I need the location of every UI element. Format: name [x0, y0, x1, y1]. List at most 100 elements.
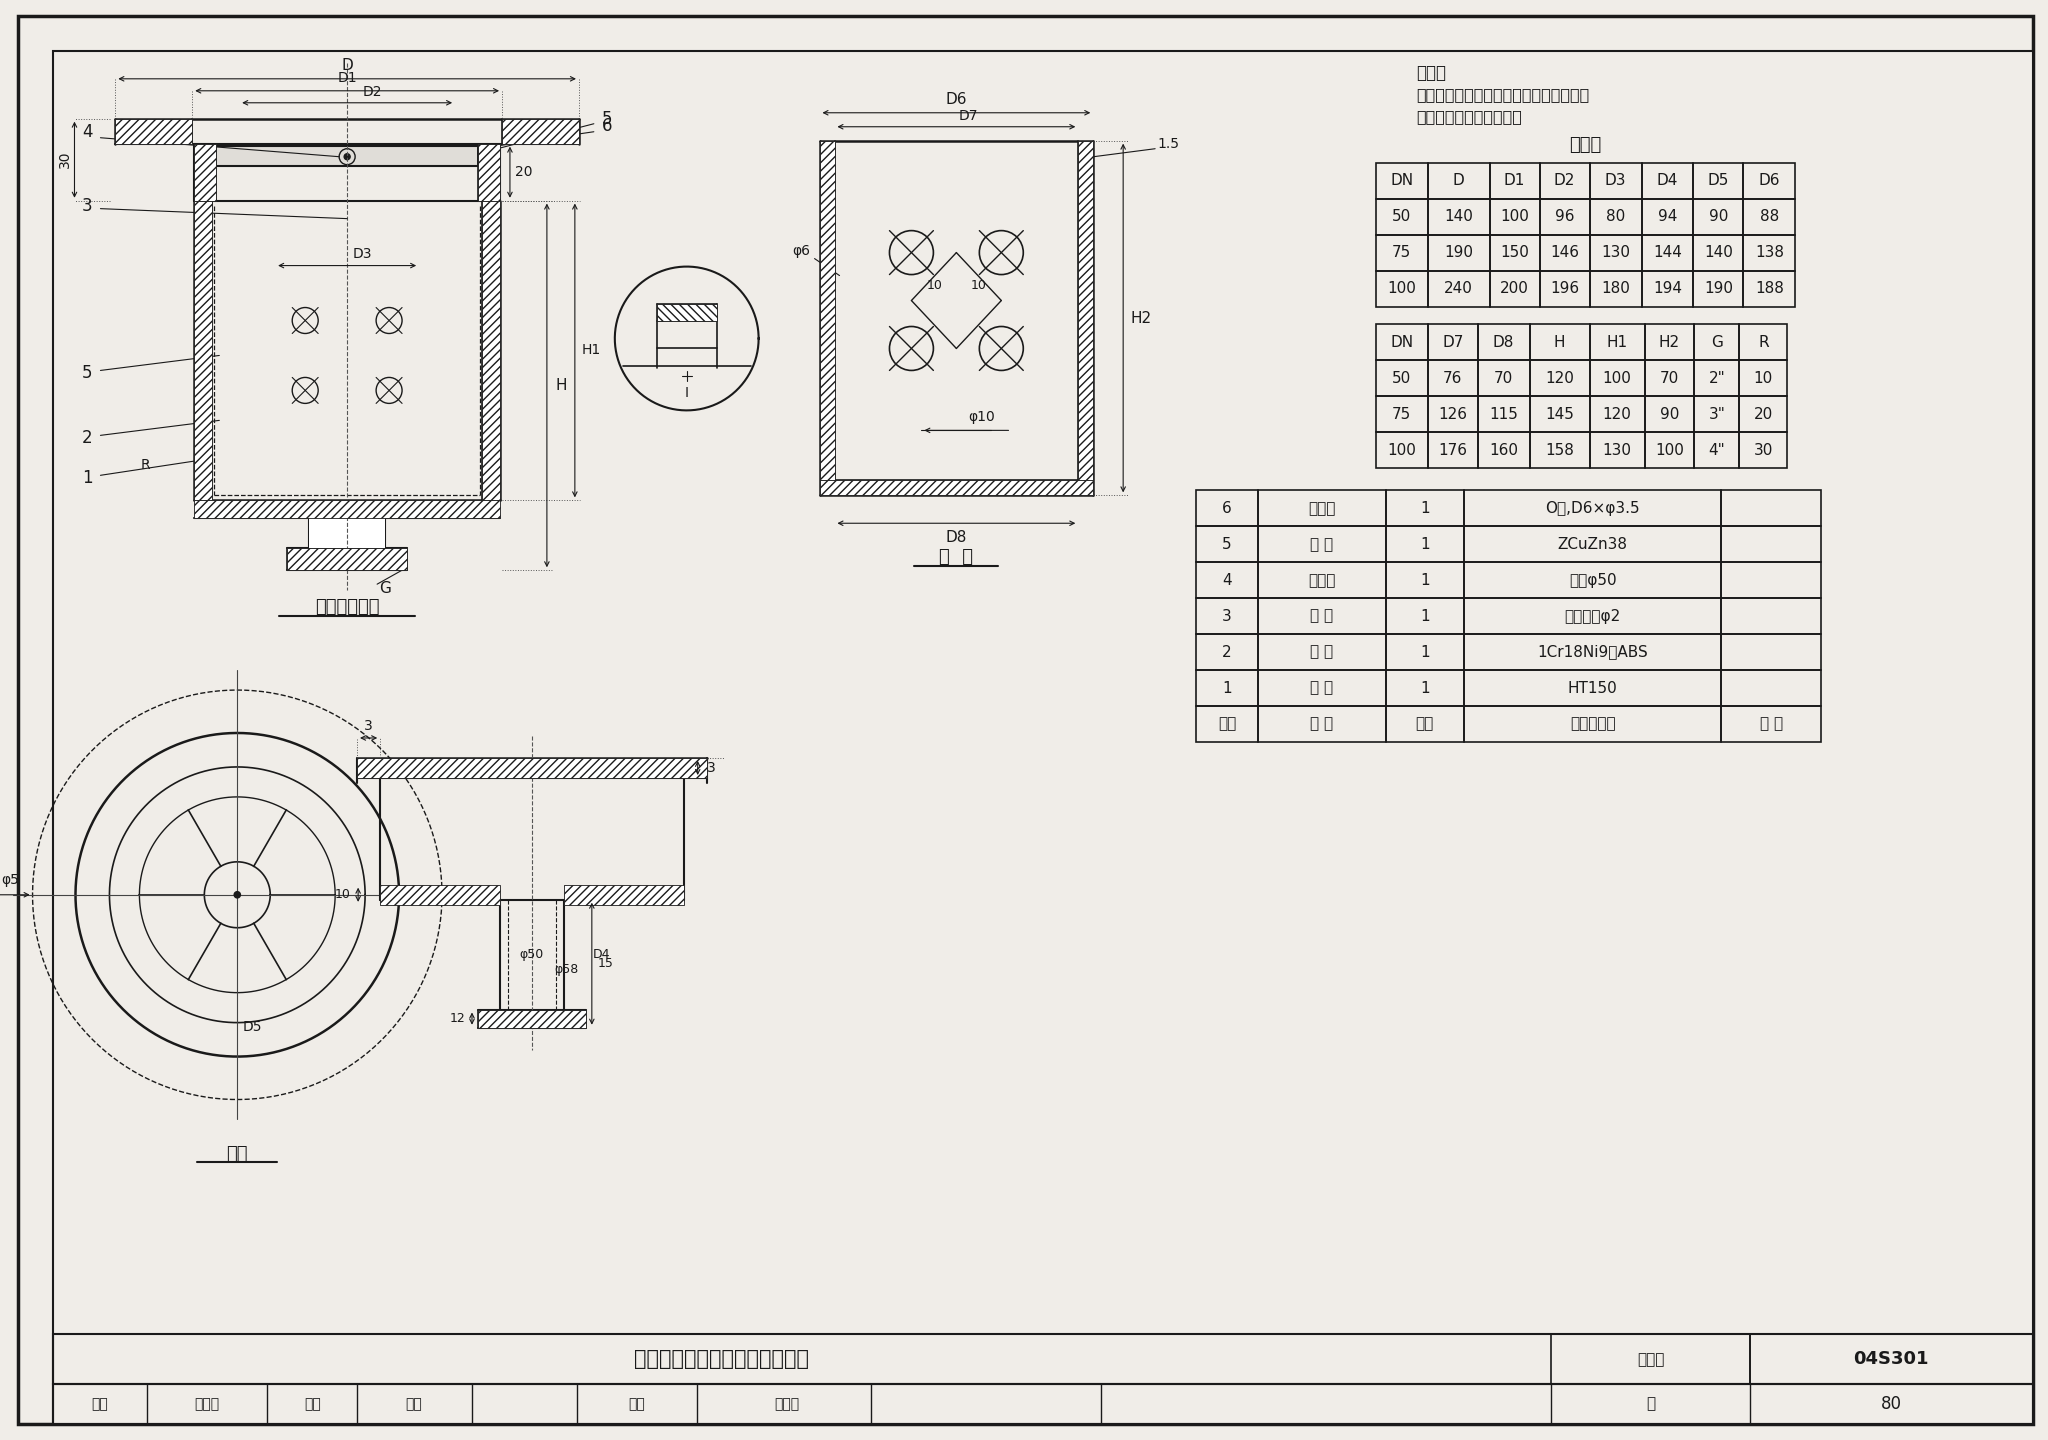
Text: 80: 80: [1880, 1395, 1903, 1413]
Text: 数量: 数量: [1415, 717, 1434, 732]
Text: 2": 2": [1708, 372, 1724, 386]
Bar: [1376, 271, 1427, 307]
Bar: [1642, 199, 1694, 235]
Text: 15: 15: [598, 958, 614, 971]
Bar: [1694, 199, 1743, 235]
Bar: [1427, 324, 1479, 360]
Bar: [1464, 634, 1722, 670]
Bar: [1694, 396, 1739, 432]
Text: H: H: [1554, 336, 1565, 350]
Text: 100: 100: [1501, 209, 1530, 225]
Text: 1: 1: [1419, 645, 1430, 660]
Bar: [1694, 163, 1743, 199]
Bar: [1196, 526, 1257, 562]
Text: 名 称: 名 称: [1311, 717, 1333, 732]
Text: 司提供的技术资料编制。: 司提供的技术资料编制。: [1415, 109, 1522, 124]
Bar: [1386, 526, 1464, 562]
Text: ZCuZn38: ZCuZn38: [1559, 537, 1628, 552]
Bar: [1739, 360, 1788, 396]
Text: 5: 5: [82, 364, 92, 383]
Text: 3: 3: [82, 197, 92, 215]
Bar: [1489, 271, 1540, 307]
Bar: [1743, 235, 1796, 271]
Bar: [1479, 324, 1530, 360]
Bar: [1540, 271, 1589, 307]
Text: 2: 2: [82, 429, 92, 448]
Text: 李云贺: 李云贺: [774, 1397, 799, 1411]
Text: H1: H1: [1606, 336, 1628, 350]
Text: D1: D1: [1503, 173, 1526, 189]
Polygon shape: [115, 118, 193, 144]
Text: 120: 120: [1604, 408, 1632, 422]
Bar: [1479, 396, 1530, 432]
Bar: [1386, 490, 1464, 526]
Bar: [53, 1335, 2034, 1384]
Bar: [1427, 235, 1489, 271]
Polygon shape: [195, 200, 213, 500]
Text: D2: D2: [362, 85, 381, 99]
Bar: [53, 1384, 2034, 1424]
Text: 3": 3": [1708, 408, 1724, 422]
Bar: [1743, 199, 1796, 235]
Bar: [1540, 163, 1589, 199]
Text: 10: 10: [926, 279, 942, 292]
Text: HT150: HT150: [1567, 681, 1618, 696]
Text: 75: 75: [1393, 245, 1411, 261]
Text: H2: H2: [1130, 311, 1151, 325]
Bar: [1427, 163, 1489, 199]
Text: 不锈钢丝φ2: 不锈钢丝φ2: [1565, 609, 1620, 624]
Text: 徐琴: 徐琴: [406, 1397, 422, 1411]
Text: D8: D8: [946, 530, 967, 544]
Bar: [1589, 163, 1642, 199]
Bar: [1722, 706, 1821, 742]
Text: 4: 4: [82, 122, 92, 141]
Bar: [1196, 670, 1257, 706]
Text: R: R: [1757, 336, 1769, 350]
Text: 校对: 校对: [303, 1397, 322, 1411]
Bar: [1386, 598, 1464, 634]
Text: 序号: 序号: [1219, 717, 1237, 732]
Bar: [1645, 324, 1694, 360]
Text: I: I: [684, 386, 688, 400]
Bar: [1722, 634, 1821, 670]
Bar: [1427, 396, 1479, 432]
Text: 30: 30: [1753, 444, 1774, 458]
Text: 1: 1: [1223, 681, 1231, 696]
Text: 5: 5: [1223, 537, 1231, 552]
Text: 126: 126: [1438, 408, 1466, 422]
Text: 密封圈: 密封圈: [1309, 501, 1335, 516]
Text: H1: H1: [582, 344, 600, 357]
Text: 10: 10: [971, 279, 987, 292]
Text: φ10: φ10: [969, 410, 995, 425]
Text: 说明：: 说明：: [1415, 63, 1446, 82]
Polygon shape: [195, 144, 217, 200]
Bar: [1694, 432, 1739, 468]
Bar: [1540, 199, 1589, 235]
Bar: [1645, 432, 1694, 468]
Bar: [1464, 670, 1722, 706]
Text: 130: 130: [1602, 245, 1630, 261]
Polygon shape: [381, 884, 500, 904]
Bar: [1376, 163, 1427, 199]
Polygon shape: [477, 144, 500, 200]
Text: D5: D5: [1708, 173, 1729, 189]
Bar: [1645, 360, 1694, 396]
Text: 1: 1: [1419, 681, 1430, 696]
Polygon shape: [287, 549, 408, 570]
Bar: [1722, 598, 1821, 634]
Bar: [1464, 490, 1722, 526]
Bar: [1694, 324, 1739, 360]
Bar: [1257, 706, 1386, 742]
Bar: [1489, 199, 1540, 235]
Polygon shape: [657, 304, 717, 321]
Text: 6: 6: [1223, 501, 1233, 516]
Text: H: H: [555, 377, 567, 393]
Text: 冯旭东: 冯旭东: [195, 1397, 219, 1411]
Text: 3: 3: [1223, 609, 1233, 624]
Text: 76: 76: [1444, 372, 1462, 386]
Bar: [1589, 235, 1642, 271]
Bar: [1427, 432, 1479, 468]
Bar: [1196, 490, 1257, 526]
Bar: [1376, 235, 1427, 271]
Text: D2: D2: [1554, 173, 1575, 189]
